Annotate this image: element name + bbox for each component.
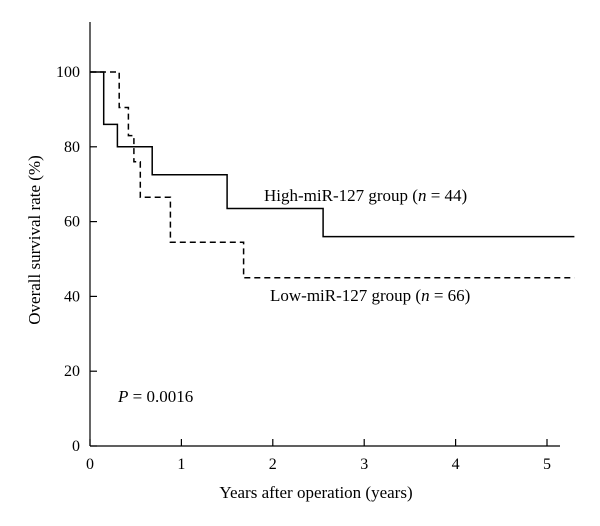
- y-ticks: 0 20 40 60 80 100: [56, 64, 97, 455]
- p-value-annotation: P = 0.0016: [117, 387, 193, 406]
- x-tick-label: 3: [360, 456, 368, 473]
- plot-area: 0 20 40 60 80 100 0 1 2 3 4 5: [56, 22, 575, 473]
- y-tick-label: 100: [56, 64, 80, 81]
- x-tick-label: 4: [452, 456, 460, 473]
- series-line-high: [90, 71, 575, 238]
- y-tick-label: 20: [64, 363, 80, 380]
- y-tick-label: 80: [64, 139, 80, 156]
- x-tick-label: 2: [269, 456, 277, 473]
- y-tick-label: 0: [72, 438, 80, 455]
- x-tick-label: 0: [86, 456, 94, 473]
- series-line-low: [90, 71, 575, 279]
- y-tick-label: 40: [64, 288, 80, 305]
- x-axis-title: Years after operation (years): [219, 483, 412, 502]
- x-tick-label: 5: [543, 456, 551, 473]
- x-ticks: 0 1 2 3 4 5: [86, 439, 551, 473]
- series-label-high: High-miR-127 group (n = 44): [264, 186, 467, 205]
- series-label-low: Low-miR-127 group (n = 66): [270, 286, 470, 305]
- x-tick-label: 1: [177, 456, 185, 473]
- y-axis-title: Overall survival rate (%): [25, 155, 44, 324]
- y-tick-label: 60: [64, 214, 80, 231]
- series-layer: [90, 71, 575, 279]
